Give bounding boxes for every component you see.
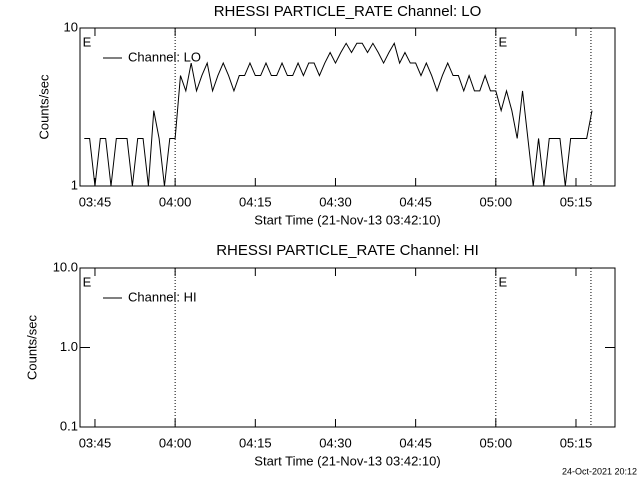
chart-title: RHESSI PARTICLE_RATE Channel: HI <box>216 242 479 259</box>
x-tick-label: 04:30 <box>319 435 352 450</box>
event-marker: E <box>498 34 507 49</box>
legend-label: Channel: HI <box>128 289 197 304</box>
x-tick-label: 03:45 <box>79 194 112 209</box>
y-tick-label: 1.0 <box>60 339 78 354</box>
x-tick-label: 04:45 <box>399 435 432 450</box>
y-tick-label: 1 <box>71 177 78 192</box>
y-axis-label: Counts/sec <box>36 74 51 140</box>
x-tick-label: 04:00 <box>159 435 192 450</box>
legend-label: Channel: LO <box>128 49 201 64</box>
event-marker: E <box>83 274 92 289</box>
timestamp: 24-Oct-2021 20:12 <box>562 466 637 476</box>
event-marker: E <box>83 34 92 49</box>
y-tick-label: 10 <box>64 19 78 34</box>
data-line <box>84 42 593 187</box>
x-tick-label: 05:15 <box>560 435 593 450</box>
chart-title: RHESSI PARTICLE_RATE Channel: LO <box>214 3 482 20</box>
y-tick-label: 10.0 <box>53 259 78 274</box>
x-tick-label: 05:00 <box>480 435 513 450</box>
x-axis-label: Start Time (21-Nov-13 03:42:10) <box>254 453 440 468</box>
y-axis-label: Counts/sec <box>24 314 39 380</box>
x-tick-label: 04:15 <box>239 435 272 450</box>
x-tick-label: 04:00 <box>159 194 192 209</box>
x-tick-label: 04:15 <box>239 194 272 209</box>
x-tick-label: 03:45 <box>79 435 112 450</box>
x-axis-label: Start Time (21-Nov-13 03:42:10) <box>254 212 440 227</box>
x-tick-label: 05:15 <box>560 194 593 209</box>
event-marker: E <box>498 274 507 289</box>
x-tick-label: 04:30 <box>319 194 352 209</box>
x-tick-label: 04:45 <box>399 194 432 209</box>
y-tick-label: 0.1 <box>60 418 78 433</box>
plot-frame <box>79 27 616 187</box>
x-tick-label: 05:00 <box>480 194 513 209</box>
